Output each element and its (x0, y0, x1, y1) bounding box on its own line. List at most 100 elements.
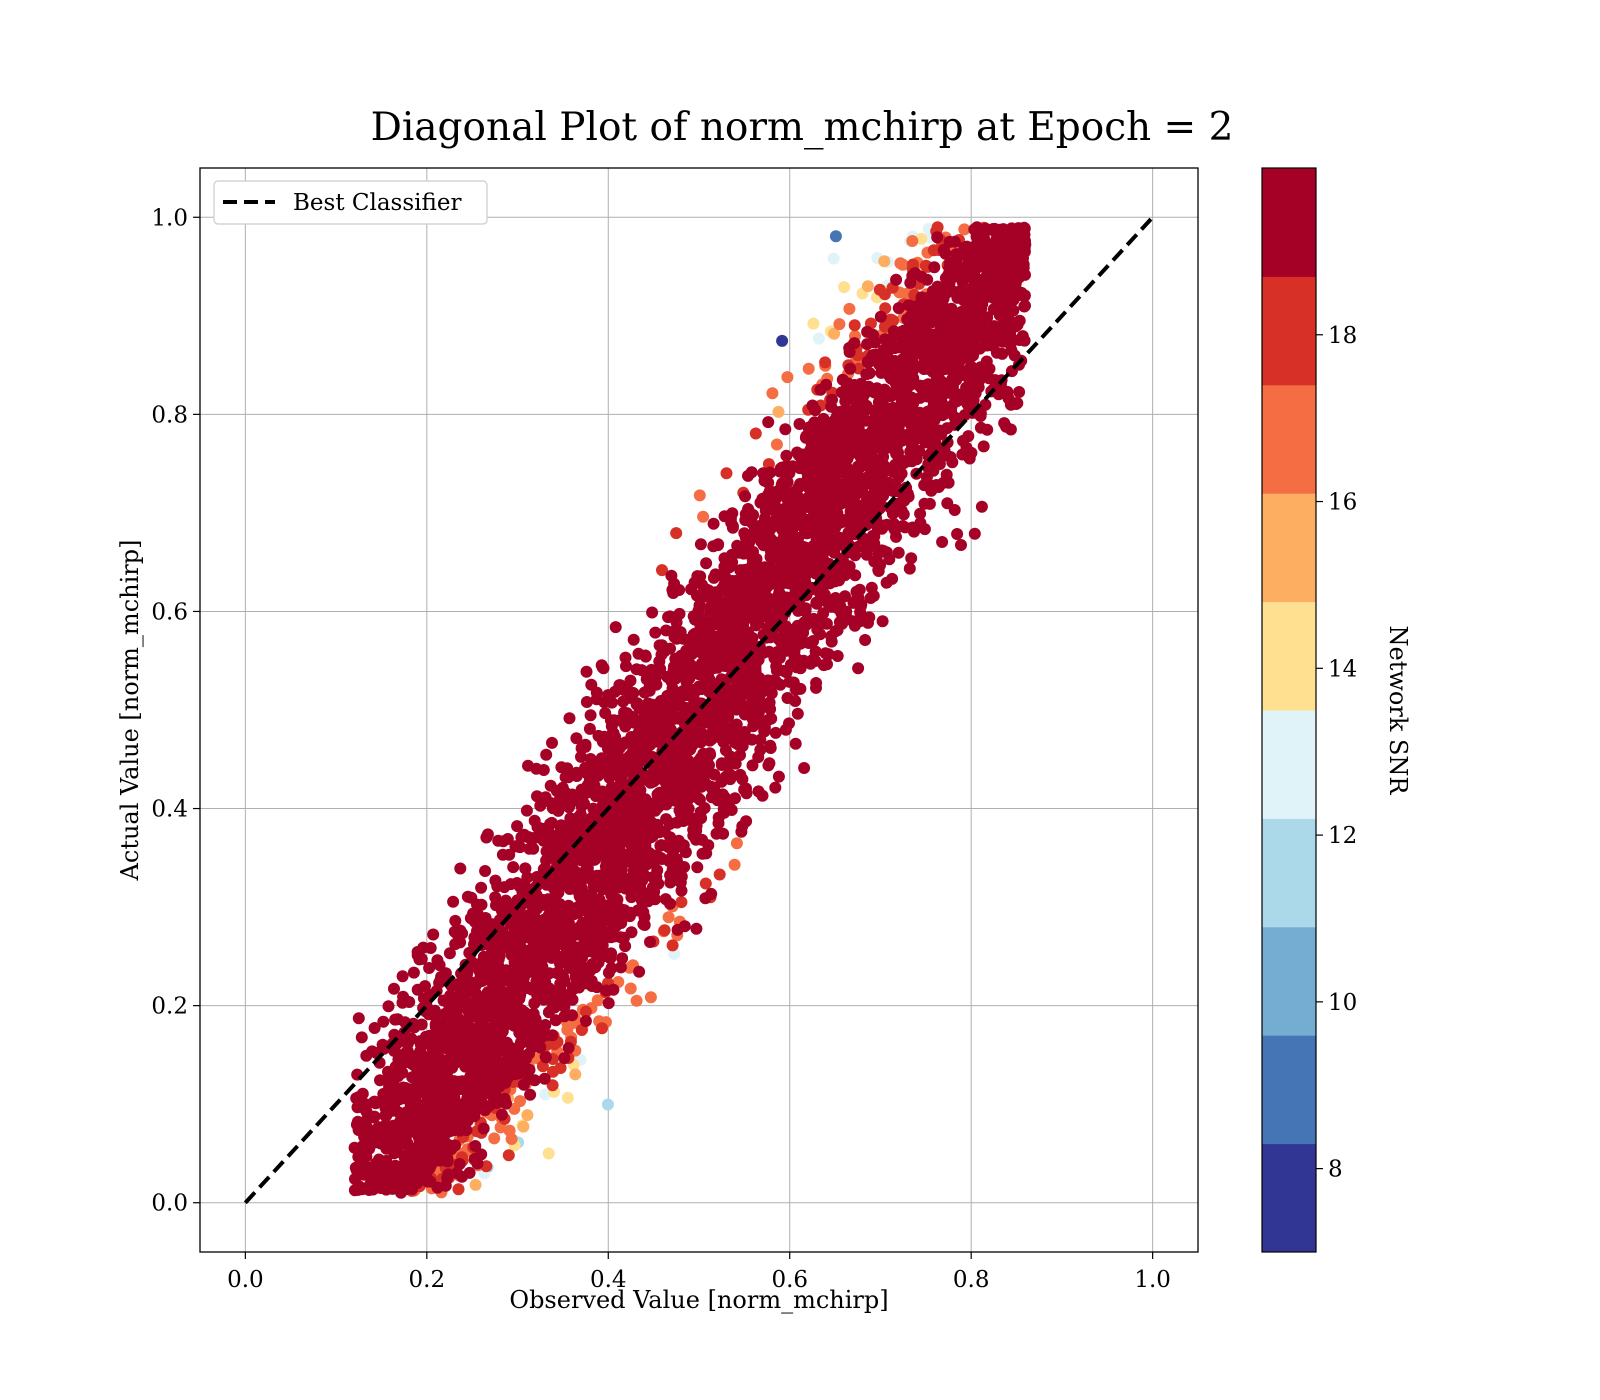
scatter-point (656, 639, 668, 652)
scatter-point (423, 1119, 436, 1132)
scatter-point (632, 822, 645, 834)
scatter-point (812, 513, 825, 526)
scatter-point (836, 373, 849, 386)
scatter-point (546, 1000, 559, 1013)
scatter-point (943, 363, 956, 376)
scatter-point (587, 946, 600, 959)
scatter-point (449, 1139, 462, 1152)
scatter-point (665, 569, 678, 582)
scatter-point (928, 303, 941, 315)
scatter-point (859, 634, 872, 646)
scatter-point (903, 562, 916, 575)
scatter-point (523, 842, 536, 855)
scatter-point (399, 1082, 412, 1094)
scatter-point (576, 917, 589, 929)
scatter-point (562, 1042, 575, 1054)
scatter-point (724, 512, 737, 525)
scatter-point (675, 896, 688, 909)
scatter-point (860, 368, 873, 381)
scatter-point (881, 351, 894, 364)
scatter-point (957, 288, 970, 300)
scatter-point (704, 651, 717, 664)
scatter-point (709, 713, 722, 726)
scatter-point (967, 349, 980, 362)
scatter-point (504, 918, 517, 931)
scatter-point (728, 858, 741, 871)
scatter-point (640, 705, 653, 718)
scatter-point (820, 378, 833, 391)
scatter-point (958, 223, 971, 236)
scatter-point (516, 973, 529, 985)
scatter-point (739, 490, 752, 503)
scatter-point (572, 906, 585, 919)
scatter-point (769, 781, 782, 794)
scatter-point (898, 333, 911, 346)
scatter-point (435, 973, 448, 986)
scatter-point (644, 991, 657, 1004)
scatter-point (717, 653, 730, 666)
scatter-point (799, 602, 812, 615)
scatter-point (430, 1130, 443, 1143)
scatter-point (627, 687, 640, 699)
scatter-point (685, 583, 698, 596)
scatter-point (909, 267, 922, 280)
scatter-point (564, 797, 577, 809)
scatter-point (423, 962, 436, 974)
scatter-point (810, 677, 823, 689)
scatter-point (664, 698, 677, 711)
scatter-point (691, 861, 704, 874)
scatter-point (930, 391, 943, 404)
scatter-point (1002, 272, 1015, 285)
scatter-point (601, 1098, 614, 1111)
scatter-point (833, 434, 846, 447)
scatter-point (746, 733, 758, 746)
scatter-point (520, 804, 533, 817)
scatter-point (789, 737, 802, 750)
scatter-point (935, 427, 948, 440)
scatter-point (894, 257, 907, 270)
scatter-point (874, 310, 887, 323)
scatter-point (570, 848, 583, 861)
scatter-point (720, 634, 733, 647)
scatter-point (600, 984, 613, 997)
scatter-point (734, 564, 747, 577)
scatter-point (578, 891, 591, 904)
scatter-point (735, 607, 748, 620)
scatter-point (696, 833, 709, 846)
scatter-point (497, 835, 510, 848)
scatter-point (817, 412, 830, 425)
scatter-point (841, 452, 854, 465)
scatter-point (615, 831, 628, 844)
scatter-point (998, 417, 1011, 430)
scatter-point (786, 460, 799, 473)
scatter-point (737, 547, 750, 560)
scatter-point (879, 333, 891, 346)
scatter-point (357, 1123, 370, 1135)
scatter-point (407, 966, 420, 979)
scatter-point (848, 379, 861, 391)
scatter-point (430, 1102, 443, 1115)
scatter-point (679, 688, 692, 701)
scatter-point (501, 1010, 514, 1023)
scatter-point (534, 799, 547, 812)
scatter-point (477, 1122, 490, 1135)
scatter-point (355, 1031, 368, 1044)
scatter-point (852, 442, 865, 455)
scatter-point (889, 485, 902, 498)
scatter-point (986, 257, 999, 270)
scatter-point (707, 615, 720, 628)
scatter-point (981, 311, 994, 324)
scatter-point (532, 932, 545, 945)
scatter-point (754, 743, 767, 756)
scatter-point (939, 287, 952, 300)
scatter-point (439, 1179, 452, 1192)
scatter-point (476, 1007, 489, 1020)
scatter-point (915, 291, 928, 304)
scatter-point (403, 996, 416, 1008)
scatter-point (552, 804, 565, 817)
scatter-point (878, 288, 891, 301)
scatter-point (739, 580, 752, 593)
scatter-point (484, 998, 497, 1011)
scatter-point (792, 449, 805, 462)
scatter-point (471, 1157, 484, 1170)
